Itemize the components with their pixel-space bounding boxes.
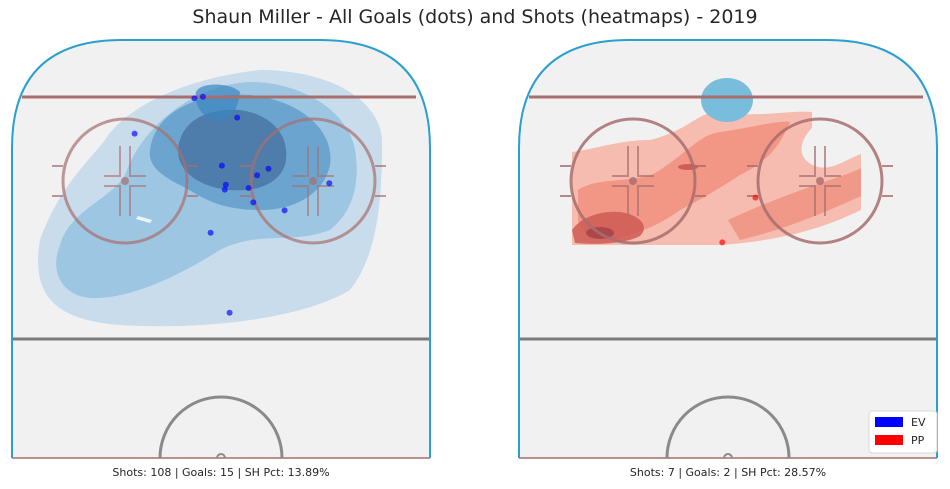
ev-goal-dot: [207, 229, 214, 236]
legend: EV PP: [868, 410, 938, 454]
ev-goal-dot: [199, 93, 206, 100]
ev-goal-dot: [234, 114, 241, 121]
ev-goal-dot: [281, 207, 288, 214]
legend-label-pp: PP: [911, 434, 925, 447]
ev-goal-dot: [326, 180, 333, 187]
ev-shot-heatmap: [38, 70, 383, 327]
rink-right: [519, 40, 937, 458]
rink-markings-left: [11, 39, 431, 459]
ev-caption: Shots: 108 | Goals: 15 | SH Pct: 13.89%: [112, 466, 329, 479]
pp-panel: Shots: 7 | Goals: 2 | SH Pct: 28.57%: [518, 39, 938, 479]
ev-goal-dot: [250, 199, 257, 206]
legend-swatch-ev: [875, 417, 903, 427]
ev-goal-dot: [221, 186, 228, 193]
chart-title: Shaun Miller - All Goals (dots) and Shot…: [192, 6, 758, 28]
pp-goal-dot: [752, 194, 759, 201]
ev-goal-dot: [245, 185, 252, 191]
ev-goal-dot: [218, 162, 225, 169]
ev-goal-dot: [226, 309, 233, 316]
ev-goal-dot: [131, 130, 138, 137]
legend-swatch-pp: [875, 435, 903, 445]
pp-goal-dot: [719, 239, 726, 246]
pp-caption: Shots: 7 | Goals: 2 | SH Pct: 28.57%: [630, 466, 826, 479]
ev-goal-dot: [191, 95, 198, 102]
rink-markings-right: [518, 39, 938, 459]
pp-goal-dots: [719, 194, 759, 246]
ev-panel: Shots: 108 | Goals: 15 | SH Pct: 13.89%: [11, 39, 431, 479]
legend-label-ev: EV: [911, 416, 926, 429]
ev-goal-dot: [222, 181, 229, 188]
rink-left: [12, 40, 430, 458]
ev-goal-dot: [265, 165, 272, 172]
ev-goal-dots: [131, 93, 333, 316]
ev-goal-dot: [254, 172, 261, 179]
